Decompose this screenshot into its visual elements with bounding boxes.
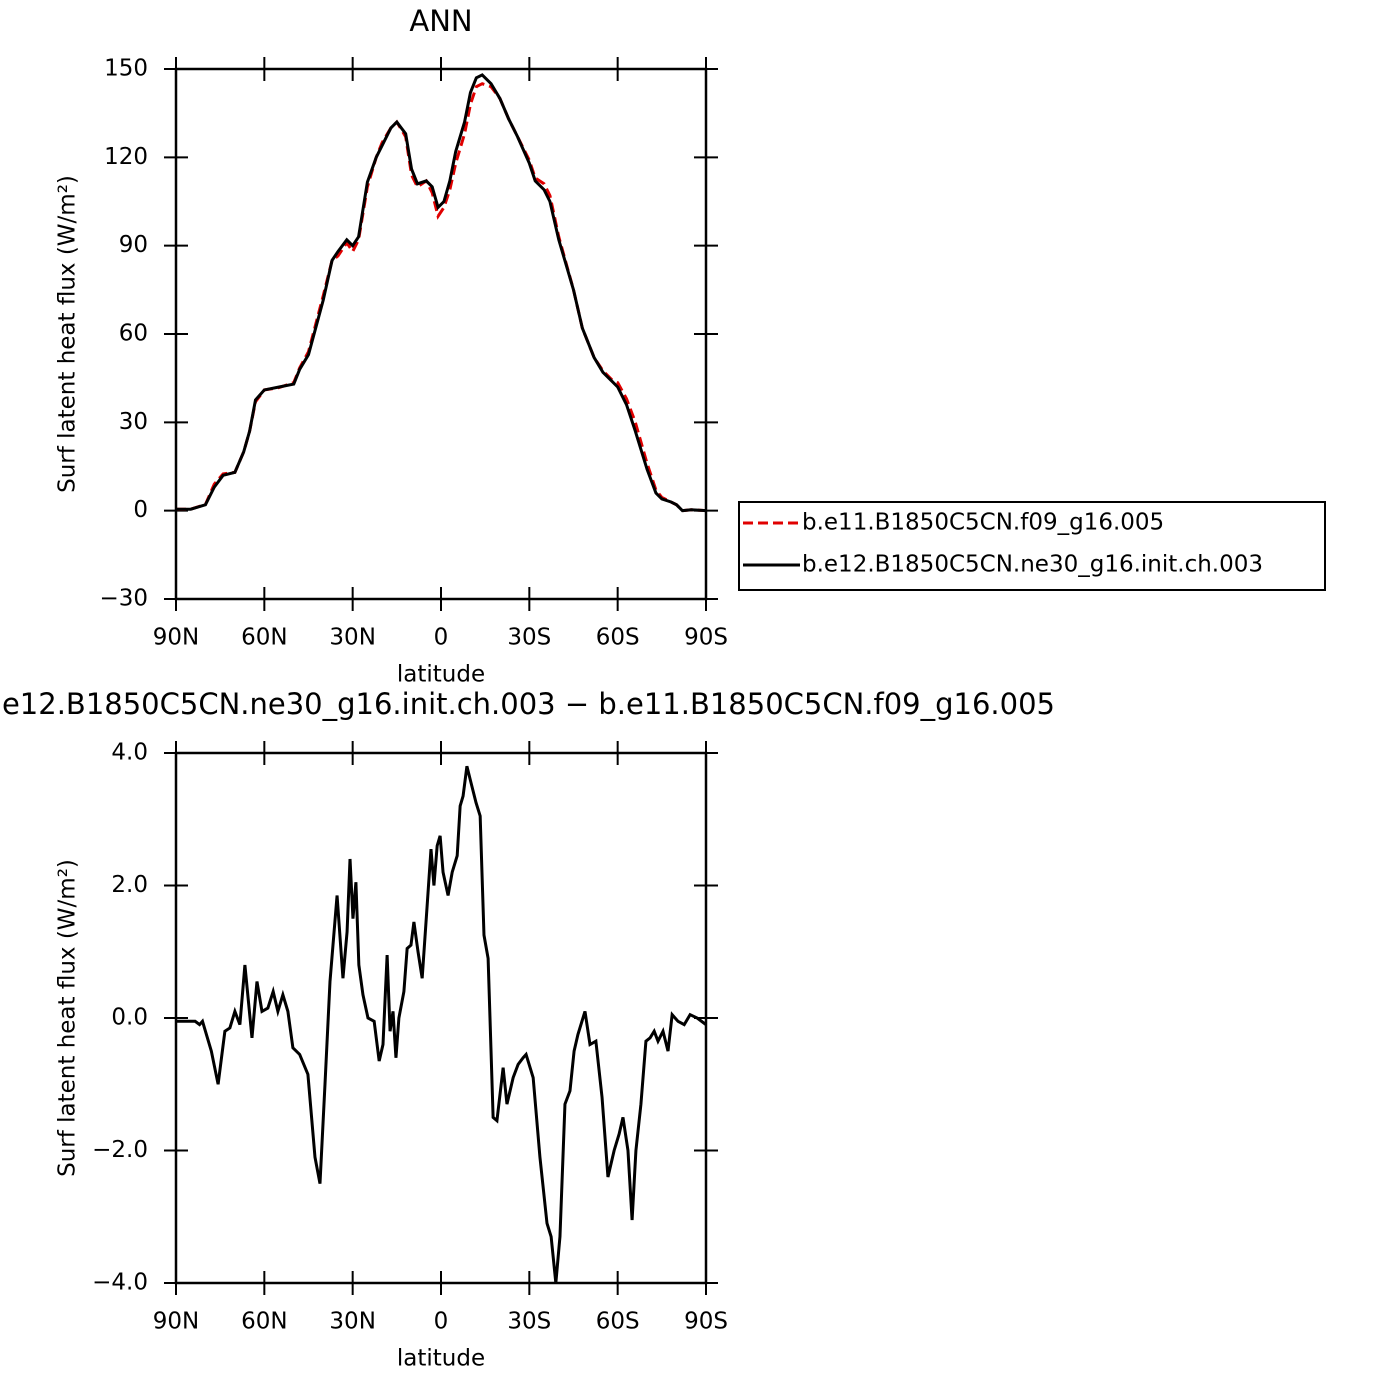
plot-frame	[174, 67, 708, 601]
y-tick-label: 150	[104, 56, 148, 82]
x-tick-label: 90S	[684, 625, 728, 651]
x-tick-label: 30N	[329, 1309, 375, 1335]
y-tick-label: 60	[119, 321, 148, 347]
y-tick-label: 0.0	[111, 1005, 148, 1031]
data-line	[176, 765, 707, 1284]
plot-frame	[174, 751, 708, 1285]
chart-title: b.e12.B1850C5CN.ne30_g16.init.ch.003 − b…	[0, 687, 1055, 721]
x-tick-label: 30S	[507, 1309, 551, 1335]
legend-label: b.e11.B1850C5CN.f09_g16.005	[802, 510, 1164, 536]
x-tick-label: 60N	[241, 1309, 287, 1335]
x-tick-label: 90N	[153, 1309, 199, 1335]
x-tick-label: 30S	[507, 625, 551, 651]
x-tick-label: 0	[434, 625, 449, 651]
x-axis-label: latitude	[397, 662, 485, 688]
y-tick-label: 4.0	[111, 740, 148, 766]
x-tick-label: 0	[434, 1309, 449, 1335]
y-tick-label: 0	[133, 497, 148, 523]
y-tick-label: −4.0	[92, 1270, 148, 1296]
data-line	[176, 73, 707, 513]
x-tick-label: 60N	[241, 625, 287, 651]
chart-title: ANN	[409, 4, 472, 38]
x-tick-label: 90N	[153, 625, 199, 651]
y-tick-label: 2.0	[111, 872, 148, 898]
x-tick-label: 90S	[684, 1309, 728, 1335]
y-axis-label: Surf latent heat flux (W/m²)	[55, 175, 81, 493]
legend-box	[738, 501, 1326, 591]
y-axis-label: Surf latent heat flux (W/m²)	[55, 859, 81, 1177]
y-tick-label: 30	[119, 409, 148, 435]
y-tick-label: 120	[104, 144, 148, 170]
x-tick-label: 30N	[329, 625, 375, 651]
y-tick-label: −30	[99, 586, 148, 612]
x-axis-label: latitude	[397, 1346, 485, 1372]
y-tick-label: 90	[119, 232, 148, 258]
data-line	[176, 82, 707, 513]
legend-label: b.e12.B1850C5CN.ne30_g16.init.ch.003	[802, 552, 1263, 578]
x-tick-label: 60S	[596, 1309, 640, 1335]
x-tick-label: 60S	[596, 625, 640, 651]
y-tick-label: −2.0	[92, 1137, 148, 1163]
